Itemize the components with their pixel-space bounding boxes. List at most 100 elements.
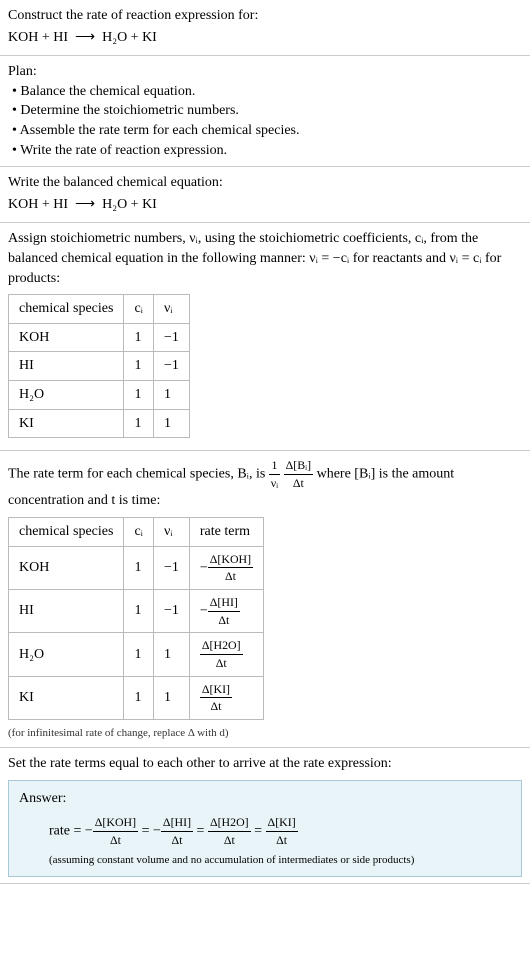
- rate-frac: Δ[HI]Δt: [161, 814, 193, 848]
- sign: −: [200, 560, 208, 575]
- cell: 1: [124, 633, 154, 676]
- frac-den: Δt: [208, 612, 240, 629]
- balanced-eq-arrow: ⟶: [75, 195, 95, 215]
- table-row: HI 1 −1: [9, 352, 190, 381]
- frac-den: Δt: [161, 832, 193, 849]
- rateterm-text-a: The rate term for each chemical species,…: [8, 466, 269, 481]
- frac-den: Δt: [200, 698, 232, 715]
- frac-num: Δ[H2O]: [208, 814, 251, 832]
- answer-box: Answer: rate = −Δ[KOH]Δt = −Δ[HI]Δt = Δ[…: [8, 780, 522, 877]
- plan-heading: Plan:: [8, 62, 522, 82]
- cell: KI: [9, 409, 124, 438]
- frac-den: Δt: [284, 475, 313, 492]
- rate-frac: Δ[KOH]Δt: [208, 551, 253, 585]
- eq-sign: =: [142, 824, 153, 839]
- cell: KI: [9, 676, 124, 719]
- cell: −1: [153, 546, 189, 589]
- plan-item: • Assemble the rate term for each chemic…: [8, 121, 522, 141]
- table-row: H₂O 1 1 Δ[H2O]Δt: [9, 633, 264, 676]
- col-header: chemical species: [9, 295, 124, 324]
- plan-item: • Balance the chemical equation.: [8, 82, 522, 102]
- intro-section: Construct the rate of reaction expressio…: [0, 0, 530, 56]
- cell: 1: [124, 589, 154, 632]
- cell: HI: [9, 352, 124, 381]
- rateterm-table: chemical species cᵢ νᵢ rate term KOH 1 −…: [8, 517, 264, 720]
- cell: 1: [124, 676, 154, 719]
- stoich-section: Assign stoichiometric numbers, νᵢ, using…: [0, 223, 530, 451]
- plan-section: Plan: • Balance the chemical equation. •…: [0, 56, 530, 167]
- final-section: Set the rate terms equal to each other t…: [0, 748, 530, 884]
- balanced-eq-rhs: H₂O + KI: [102, 197, 157, 212]
- cell: −1: [153, 323, 189, 352]
- frac-den: Δt: [93, 832, 138, 849]
- cell: 1: [153, 676, 189, 719]
- frac-den: Δt: [266, 832, 298, 849]
- frac-den: νᵢ: [269, 475, 280, 492]
- frac-num: Δ[KOH]: [208, 551, 253, 569]
- frac-den: Δt: [200, 655, 243, 672]
- cell: H₂O: [9, 633, 124, 676]
- cell: KOH: [9, 323, 124, 352]
- rate-frac: Δ[KI]Δt: [266, 814, 298, 848]
- rateterm-note: (for infinitesimal rate of change, repla…: [8, 726, 522, 741]
- frac-num: Δ[HI]: [208, 594, 240, 612]
- frac-den: Δt: [208, 568, 253, 585]
- stoich-table: chemical species cᵢ νᵢ KOH 1 −1 HI 1 −1 …: [8, 294, 190, 438]
- sign: −: [153, 824, 161, 839]
- rate-frac: Δ[H2O]Δt: [200, 637, 243, 671]
- cell: HI: [9, 589, 124, 632]
- plan-item: • Determine the stoichiometric numbers.: [8, 101, 522, 121]
- balanced-eq-lhs: KOH + HI: [8, 197, 68, 212]
- frac-den: Δt: [208, 832, 251, 849]
- col-header: rate term: [189, 518, 263, 547]
- frac-num: Δ[KI]: [200, 681, 232, 699]
- table-row: KOH 1 −1: [9, 323, 190, 352]
- frac-num: Δ[H2O]: [200, 637, 243, 655]
- col-header: cᵢ: [124, 518, 154, 547]
- stoich-text: Assign stoichiometric numbers, νᵢ, using…: [8, 229, 522, 288]
- intro-eq-arrow: ⟶: [75, 28, 95, 48]
- table-row: HI 1 −1 −Δ[HI]Δt: [9, 589, 264, 632]
- rate-frac: Δ[HI]Δt: [208, 594, 240, 628]
- rate-expression: rate = −Δ[KOH]Δt = −Δ[HI]Δt = Δ[H2O]Δt =…: [19, 814, 511, 848]
- cell: H₂O: [9, 380, 124, 409]
- frac-dbi-dt: Δ[Bᵢ] Δt: [284, 457, 313, 491]
- plan-item: • Write the rate of reaction expression.: [8, 141, 522, 161]
- cell: −1: [153, 352, 189, 381]
- cell: 1: [124, 546, 154, 589]
- final-heading: Set the rate terms equal to each other t…: [8, 754, 522, 774]
- frac-1-over-nu: 1 νᵢ: [269, 457, 280, 491]
- cell: KOH: [9, 546, 124, 589]
- answer-label: Answer:: [19, 789, 511, 809]
- balanced-heading: Write the balanced chemical equation:: [8, 173, 522, 193]
- frac-num: Δ[Bᵢ]: [284, 457, 313, 475]
- table-row: KI 1 1 Δ[KI]Δt: [9, 676, 264, 719]
- rateterm-section: The rate term for each chemical species,…: [0, 451, 530, 748]
- cell: 1: [124, 380, 154, 409]
- rateterm-text: The rate term for each chemical species,…: [8, 457, 522, 511]
- frac-num: 1: [269, 457, 280, 475]
- table-header-row: chemical species cᵢ νᵢ: [9, 295, 190, 324]
- rate-frac: Δ[H2O]Δt: [208, 814, 251, 848]
- col-header: νᵢ: [153, 518, 189, 547]
- frac-num: Δ[HI]: [161, 814, 193, 832]
- frac-num: Δ[KI]: [266, 814, 298, 832]
- intro-equation: KOH + HI ⟶ H₂O + KI: [8, 28, 522, 48]
- table-row: H₂O 1 1: [9, 380, 190, 409]
- cell: Δ[H2O]Δt: [189, 633, 263, 676]
- assumption-text: (assuming constant volume and no accumul…: [19, 853, 511, 868]
- rate-frac: Δ[KI]Δt: [200, 681, 232, 715]
- rate-frac: Δ[KOH]Δt: [93, 814, 138, 848]
- table-header-row: chemical species cᵢ νᵢ rate term: [9, 518, 264, 547]
- sign: −: [200, 603, 208, 618]
- cell: 1: [153, 633, 189, 676]
- cell: −Δ[KOH]Δt: [189, 546, 263, 589]
- col-header: chemical species: [9, 518, 124, 547]
- cell: 1: [124, 352, 154, 381]
- balanced-section: Write the balanced chemical equation: KO…: [0, 167, 530, 223]
- intro-eq-rhs: H₂O + KI: [102, 30, 157, 45]
- sign: −: [85, 824, 93, 839]
- cell: −1: [153, 589, 189, 632]
- intro-prompt: Construct the rate of reaction expressio…: [8, 6, 522, 26]
- cell: 1: [153, 380, 189, 409]
